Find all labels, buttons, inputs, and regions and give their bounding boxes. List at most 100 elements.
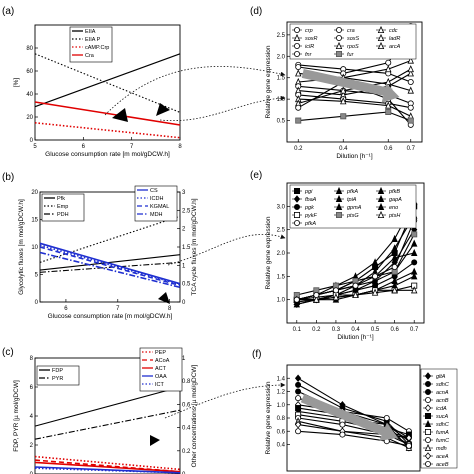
- legend-marker-fur: [335, 51, 342, 58]
- legend-label-fumC: fumC: [436, 438, 449, 444]
- legend-label-PYR: PYR: [52, 376, 63, 382]
- y-axis-label: Relative gene expression: [265, 381, 272, 454]
- y-axis-label: FDP, PYR [µ mol/gDCW]: [13, 380, 20, 452]
- legend-label-CS: CS: [150, 188, 158, 194]
- x-tick-label: 8: [168, 306, 172, 312]
- legend-label-fumA: fumA: [436, 430, 449, 436]
- data-point-gapA: [391, 253, 398, 261]
- y-axis-label: Glycolytic fluxes [m mol/gDCW.h]: [18, 199, 25, 295]
- legend-marker-ladR: [377, 33, 385, 41]
- data-point-fur: [385, 109, 392, 116]
- trend-arrow-head: [381, 83, 400, 103]
- legend-label-cAMP.Crp: cAMP.Crp: [85, 45, 109, 51]
- y-tick-label: 4: [30, 414, 34, 420]
- panel-b: (b) 6 7 8 0 5 10 15 20 0 0.5 1 1.5 2 2.5 3 Glucose consu…: [2, 172, 198, 320]
- trend-arrow-shaft: [301, 69, 393, 98]
- y-right-axis-label: Other concentrations [µ mol/gDCW]: [191, 364, 198, 467]
- x-tick-label: 0.7: [410, 327, 419, 333]
- data-point-cra: [295, 64, 302, 71]
- legend-marker-acnB: [424, 396, 431, 403]
- series-line-crp: [298, 64, 411, 83]
- legend-label-mdh: mdh: [436, 446, 447, 452]
- series-line-fumC: [298, 417, 410, 446]
- series-line-OAA: [34, 466, 181, 474]
- legend-label-fur: fur: [347, 52, 355, 58]
- legend-label-fbaA: fbaA: [305, 197, 317, 203]
- data-point-pfkA: [313, 291, 320, 298]
- series-line-MDH: [39, 251, 181, 289]
- series-line-Emp: [39, 215, 181, 263]
- series-line-aceB: [298, 430, 410, 447]
- legend-label-Cra: Cra: [85, 53, 95, 59]
- data-point-soxR: [407, 56, 414, 64]
- series-line-mdh: [297, 420, 410, 449]
- panel-e: (e) 0.1 0.2 0.3 0.4 0.5 0.6 0.7 1.0 1.5 2.0 2.5 3.0 D…: [250, 170, 425, 341]
- legend-marker-iclR: [293, 43, 300, 50]
- series-line-ACT: [34, 461, 181, 473]
- legend-right: PEP ACoA ACT OAA ICT: [139, 347, 183, 392]
- panel-label: (f): [252, 349, 261, 360]
- legend-label-aceB: aceB: [436, 462, 449, 468]
- y-tick-label: 1.4: [277, 376, 286, 382]
- legend-box: [289, 23, 417, 60]
- x-tick-label: 8: [178, 144, 182, 150]
- legend-left: Pfk Emp PDH: [41, 193, 85, 222]
- legend-label-iclR: iclR: [305, 44, 314, 50]
- legend-marker-soxR: [293, 33, 301, 41]
- legend-label-pykF: pykF: [304, 213, 318, 219]
- legend-marker-fbaA: [293, 195, 301, 203]
- y-tick-label: 1.0: [277, 403, 286, 409]
- series-line-fur: [298, 111, 411, 122]
- legend-marker-acnA: [424, 388, 431, 395]
- x-tick-label: 0.2: [312, 327, 321, 333]
- data-point-ladR: [407, 69, 414, 77]
- legend-marker-crp: [293, 26, 300, 33]
- data-point-ptsH: [332, 293, 340, 301]
- legend-label-EIIA P: EIIA P: [85, 37, 101, 43]
- data-point-ptsH: [371, 288, 379, 296]
- data-point-acnB: [295, 395, 302, 402]
- data-point-acnB: [383, 414, 390, 421]
- data-point-soxR: [385, 65, 392, 73]
- legend-label-tpiA: tpiA: [347, 197, 357, 203]
- legend-label-Pfk: Pfk: [57, 196, 65, 202]
- x-tick-label: 0.1: [293, 327, 302, 333]
- data-point-fur: [295, 117, 302, 124]
- y-right-tick-label: 0.4: [182, 426, 191, 432]
- x-tick-label: 0.7: [407, 146, 416, 152]
- legend-label-fnr: fnr: [305, 52, 313, 58]
- legend-label-crp: crp: [305, 28, 313, 34]
- data-point-ptsG: [411, 231, 418, 238]
- y-right-tick-label: 1.5: [182, 245, 191, 251]
- legend-marker-aceA: [424, 452, 432, 460]
- legend-label-ptsG: ptsG: [346, 213, 359, 219]
- data-point-aceA: [405, 434, 413, 442]
- legend-label-ACoA: ACoA: [155, 358, 170, 364]
- y-tick-label: 15: [31, 218, 38, 224]
- legend-marker-pykF: [293, 211, 300, 218]
- legend-label-icdA: icdA: [436, 406, 447, 412]
- panel-label: (c): [2, 347, 14, 358]
- y-right-tick-label: 3: [182, 190, 186, 196]
- plot-frame: [286, 21, 423, 143]
- data-point-aceB: [295, 428, 302, 435]
- y-tick-label: 0.4: [277, 443, 286, 449]
- legend-marker-pgi: [293, 187, 300, 194]
- legend-label-gapA: gapA: [389, 197, 402, 203]
- legend-box: [289, 184, 417, 229]
- y-tick-label: 2.5: [277, 228, 286, 234]
- legend-label-acnA: acnA: [436, 390, 449, 396]
- y-tick-label: 6: [30, 385, 34, 391]
- legend-marker-soxS: [335, 35, 342, 42]
- data-point-sdhC: [295, 381, 302, 388]
- series-line-Cra: [34, 101, 181, 126]
- legend-label-eno: eno: [389, 205, 398, 211]
- data-point-cdc: [295, 69, 302, 77]
- y-right-tick-label: 2: [182, 227, 186, 233]
- legend-label-acnB: acnB: [436, 398, 449, 404]
- legend-label-pfkA: pfkA: [304, 221, 316, 227]
- legend-label-ICDH: ICDH: [150, 196, 163, 202]
- y-tick-label: 2.5: [277, 33, 286, 39]
- panel-label: (a): [2, 6, 14, 17]
